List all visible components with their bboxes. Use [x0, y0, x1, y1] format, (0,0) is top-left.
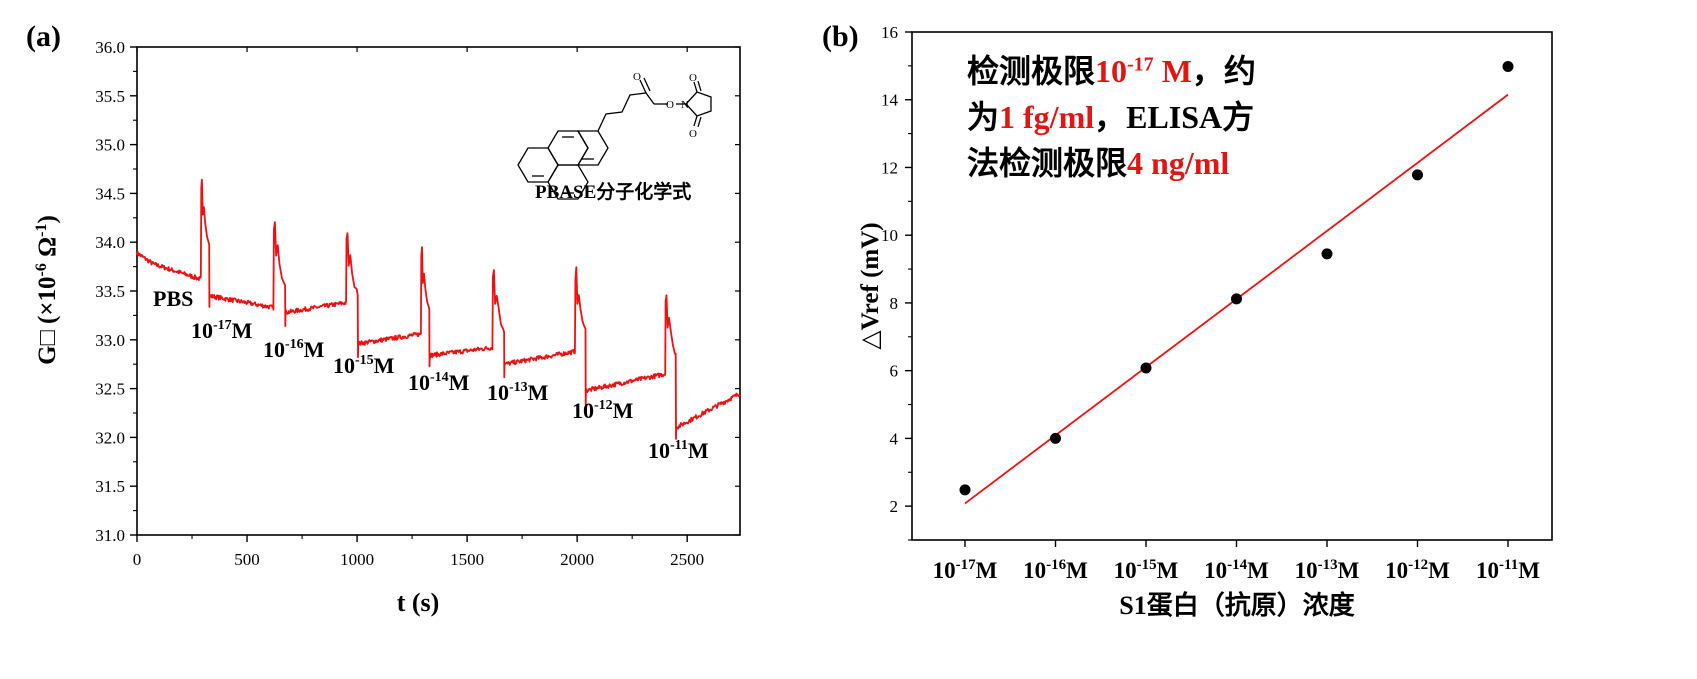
x-tick-label-b: 10-16M	[1023, 557, 1088, 583]
x-axis-label-b: S1蛋白（抗原）浓度	[1119, 590, 1354, 620]
svg-text:O: O	[666, 99, 674, 111]
annotation-line-2: 为1 fg/ml，ELISA方	[967, 94, 1256, 140]
y-tick-label-b: 14	[881, 91, 899, 110]
y-tick-label-b: 4	[890, 429, 899, 448]
annotation-line-1: 检测极限10-17 M，约	[967, 48, 1256, 94]
y-tick-label-a: 35.0	[95, 136, 125, 155]
y-tick-label-a: 33.5	[95, 282, 125, 301]
svg-text:N: N	[681, 99, 689, 111]
y-tick-label-b: 2	[890, 497, 899, 516]
annot-2c: ，ELISA方	[1094, 99, 1255, 135]
y-axis-label-a: G□ (×10-6 Ω-1)	[33, 215, 61, 365]
annot-1c: M	[1153, 53, 1192, 89]
plot-b-x-axis: 10-17M 10-16M 10-15M 10-14M 10-13M 10-12M 10-1…	[933, 540, 1540, 583]
y-tick-label-a: 32.0	[95, 428, 125, 447]
y-label-a-mid: Ω	[34, 237, 61, 263]
y-tick-label-b: 8	[890, 294, 899, 313]
signal-line	[136, 178, 741, 440]
concentration-label: PBS	[153, 286, 193, 311]
annot-2b: 1 fg/ml	[999, 99, 1095, 135]
data-point	[1140, 362, 1152, 374]
detection-limit-annotation: 检测极限10-17 M，约 为1 fg/ml，ELISA方 法检测极限4 ng/…	[967, 48, 1256, 186]
y-tick-label-a: 31.5	[95, 477, 125, 496]
y-tick-label-b: 12	[881, 158, 898, 177]
svg-text:O: O	[689, 72, 697, 84]
annot-1exp: -17	[1127, 53, 1154, 76]
y-tick-label-a: 36.0	[95, 38, 125, 57]
y-tick-label-a: 32.5	[95, 380, 125, 399]
y-label-a-base: G□ (×10	[34, 276, 61, 364]
concentration-label: 10-14M	[408, 370, 470, 395]
y-axis-label-b: △Vref (mV)	[857, 222, 884, 349]
x-tick-label-b: 10-12M	[1385, 557, 1450, 583]
plot-a-y-axis: 31.0 31.5 32.0 32.5 33.0 33.5 34.0 34.5 35.0 35.5…	[95, 38, 740, 545]
x-tick-label-b: 10-17M	[933, 557, 998, 583]
plot-a-x-axis: 0 500 1000 1500 2000 2500	[133, 47, 704, 569]
data-points	[959, 61, 1514, 496]
x-tick-label-a: 0	[133, 550, 142, 569]
x-axis-label-a: t (s)	[397, 588, 440, 617]
x-tick-label-b: 10-14M	[1204, 557, 1269, 583]
data-point	[1502, 61, 1514, 73]
y-tick-label-a: 33.0	[95, 331, 125, 350]
data-point	[1412, 169, 1423, 181]
y-tick-label-a: 34.0	[95, 233, 125, 252]
panel-b-label: (b)	[822, 20, 859, 53]
panel-a: (a) 31.0 31.5 32.0 32.5 33.0 33.5 34.0 34.5 35.0…	[26, 20, 741, 617]
data-point	[1231, 293, 1242, 305]
y-tick-label-b: 16	[881, 23, 898, 42]
data-point	[1321, 248, 1333, 260]
y-label-a-exp1: -6	[33, 263, 50, 276]
concentration-label: 10-15M	[333, 353, 395, 378]
pbase-molecule	[517, 77, 712, 200]
y-tick-label-a: 34.5	[95, 184, 125, 203]
plot-b-frame	[911, 31, 1553, 541]
annot-3b: 4 ng/ml	[1127, 145, 1230, 181]
y-tick-label-a: 31.0	[95, 526, 125, 545]
x-tick-label-a: 2500	[670, 550, 704, 569]
concentration-label: 10-12M	[572, 398, 634, 423]
x-tick-label-a: 2000	[560, 550, 594, 569]
data-point	[959, 484, 971, 496]
concentration-labels: PBS 10-17M 10-16M 10-15M 10-14M 10-13M 10-12M 1…	[153, 286, 709, 463]
concentration-label: 10-11M	[648, 438, 709, 463]
panel-a-label: (a)	[26, 20, 61, 53]
concentration-label: 10-13M	[487, 380, 549, 405]
y-label-a-end: )	[34, 215, 61, 223]
x-tick-label-a: 1500	[450, 550, 484, 569]
svg-text:O: O	[689, 128, 697, 140]
x-tick-label-a: 1000	[340, 550, 374, 569]
annot-1a: 检测极限	[967, 53, 1096, 89]
annot-1b: 10	[1095, 53, 1128, 89]
concentration-label: 10-17M	[191, 318, 253, 343]
pbase-atoms: O O N O O	[633, 71, 697, 140]
annot-2a: 为	[967, 99, 1000, 135]
x-tick-label-b: 10-13M	[1295, 557, 1360, 583]
x-tick-label-b: 10-11M	[1476, 557, 1540, 583]
x-tick-label-a: 500	[234, 550, 260, 569]
concentration-label: 10-16M	[263, 337, 325, 362]
x-tick-label-b: 10-15M	[1114, 557, 1179, 583]
annot-3a: 法检测极限	[967, 145, 1128, 181]
pbase-label: PBASE分子化学式	[535, 180, 691, 203]
annotation-line-3: 法检测极限4 ng/ml	[967, 140, 1256, 186]
data-point	[1050, 432, 1061, 444]
y-tick-label-a: 35.5	[95, 87, 125, 106]
y-tick-label-b: 6	[890, 362, 899, 381]
y-label-a-exp2: -1	[33, 224, 50, 237]
annot-1d: ，约	[1191, 53, 1256, 89]
svg-text:O: O	[633, 71, 641, 83]
y-tick-label-b: 10	[881, 226, 898, 245]
plot-b-y-axis: 2 4 6 8 10 12 14 16	[881, 23, 912, 541]
